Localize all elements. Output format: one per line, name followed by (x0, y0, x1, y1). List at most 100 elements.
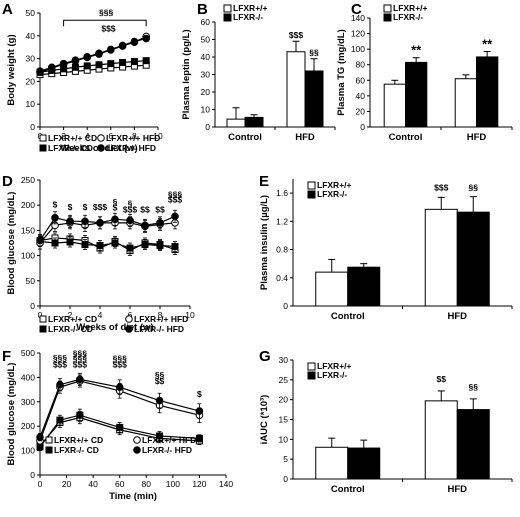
bar (347, 266, 381, 307)
significance-label: $ (53, 200, 58, 210)
y-tick-label: 50 (26, 8, 36, 18)
panel-letter: C (351, 1, 362, 18)
series-lfxr-hfd (36, 34, 150, 75)
legend-marker (125, 315, 133, 323)
data-point (126, 216, 134, 225)
x-tick-label: 8 (132, 131, 137, 141)
significance-bracket (63, 19, 147, 27)
significance-label: $$$ (168, 195, 182, 205)
significance-label: §§ (469, 182, 479, 192)
legend-swatch (307, 181, 316, 190)
bar (315, 271, 349, 307)
y-tick-label: 20 (201, 87, 211, 97)
significance-label: $$$ (53, 360, 67, 370)
data-point (96, 219, 104, 227)
y-tick-label: 100 (21, 251, 35, 261)
series-lfxr-hfd (36, 209, 179, 247)
data-point (36, 67, 44, 75)
y-axis-label: Body weight (g) (6, 34, 17, 105)
data-point (107, 60, 115, 68)
panel-a: A010203040500246810Weeks of diet (w)Body… (2, 1, 163, 154)
series-line (39, 215, 176, 241)
series-lfxr-cd (36, 408, 203, 452)
legend-marker (125, 325, 133, 333)
bar (347, 447, 381, 480)
y-tick-label: 0 (205, 122, 210, 132)
bar (454, 78, 478, 128)
legend-marker (97, 134, 105, 142)
y-tick-label: 140 (351, 13, 365, 23)
x-axis-label: Weeks of diet (w) (76, 322, 153, 333)
y-tick-label: 0.4 (276, 273, 288, 283)
x-tick-label: 2 (61, 131, 66, 141)
category-label: HFD (295, 132, 315, 143)
panel-letter: F (2, 348, 11, 365)
data-point (115, 383, 124, 391)
y-tick-label: 200 (21, 200, 35, 210)
y-tick-label: 120 (351, 29, 365, 39)
data-point (156, 432, 164, 440)
series-line (39, 417, 200, 447)
panel-letter: D (2, 173, 13, 190)
data-point (66, 217, 74, 226)
series-line (39, 414, 200, 448)
y-tick-label: 50 (26, 276, 36, 286)
y-tick-label: 20 (26, 76, 36, 86)
data-point (119, 58, 127, 66)
significance-label: ** (411, 43, 422, 58)
significance-label: $$$ (101, 24, 115, 34)
x-tick-label: 40 (88, 479, 98, 489)
legend-marker (39, 325, 47, 333)
y-tick-label: 150 (21, 225, 35, 235)
bar (383, 83, 407, 128)
category-label: Control (389, 132, 423, 143)
category-label: HFD (447, 311, 467, 322)
significance-label: §§ (469, 382, 479, 392)
data-point (96, 242, 104, 250)
x-tick-label: 10 (153, 131, 163, 141)
data-point (156, 219, 164, 227)
legend-label: LFXR+/+ (233, 3, 268, 13)
y-tick-label: 10 (279, 434, 289, 444)
significance-label: $$ (437, 374, 447, 384)
data-point (36, 236, 44, 245)
x-tick-label: 140 (219, 479, 233, 489)
significance-label: ** (482, 36, 493, 51)
panel-d: D 0 50 100 150 200 250 0 2 4 6 8 10 Weeks of diet (w)… (2, 173, 195, 334)
y-tick-label: 30 (201, 70, 211, 80)
panel-b: B 0 10 20 30 40 50 60 Plasma leptin (pg/L) Contro… (181, 1, 336, 143)
data-point (141, 241, 149, 249)
y-tick-label: 60 (356, 75, 366, 85)
data-point (130, 37, 139, 46)
legend-swatch (223, 4, 232, 13)
significance-label: $ (197, 389, 202, 399)
bar (405, 61, 428, 128)
series-line (39, 64, 147, 76)
y-tick-label: 0 (283, 474, 288, 484)
significance-label: §§ (309, 47, 319, 57)
data-point (51, 239, 59, 247)
series-lfxr-hfd (36, 372, 204, 442)
y-tick-label: 200 (21, 421, 35, 431)
data-point (155, 396, 164, 405)
x-tick-label: 2 (68, 310, 73, 320)
x-tick-label: 8 (158, 310, 163, 320)
data-point (83, 52, 91, 61)
bar (226, 118, 246, 128)
data-point (81, 217, 89, 226)
y-tick-label: 30 (26, 54, 36, 64)
data-point (71, 56, 80, 64)
bar (456, 409, 490, 480)
data-point (156, 242, 164, 250)
series-line (39, 222, 176, 244)
x-tick-label: 0 (38, 310, 43, 320)
bar (304, 70, 324, 128)
y-tick-label: 40 (356, 91, 366, 101)
legend-swatch (307, 190, 316, 199)
significance-label: $$$ (113, 360, 127, 370)
y-tick-label: 500 (21, 348, 35, 358)
bar (286, 51, 306, 128)
legend-marker (39, 134, 47, 142)
significance-label: $$$ (73, 360, 87, 370)
